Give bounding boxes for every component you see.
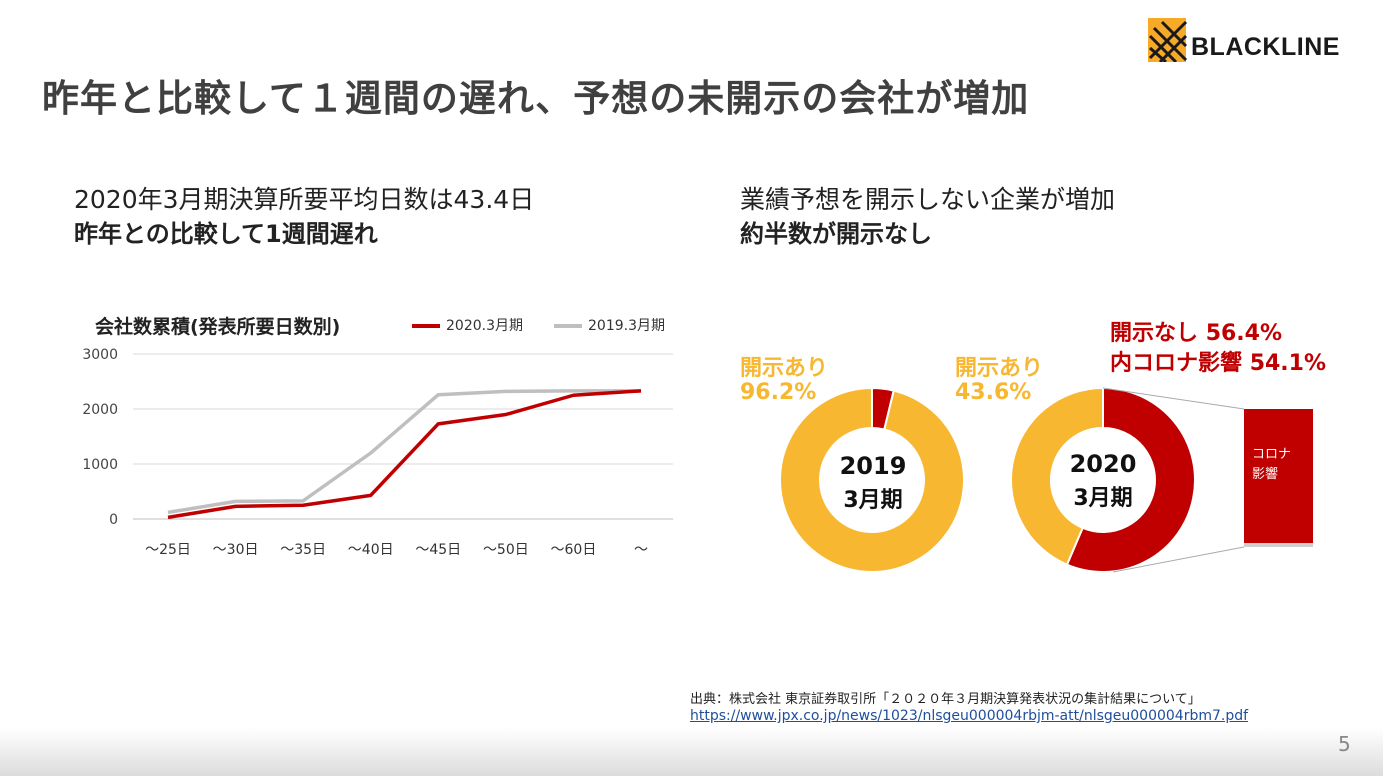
breakout-connector-top [1102, 387, 1245, 410]
y-tick-label: 0 [109, 512, 118, 528]
undisclosed-label-text: 開示なし [1110, 321, 1199, 346]
corona-breakout-bar [1244, 409, 1313, 543]
donut-2019-label: 開示あり [740, 356, 829, 381]
corona-breakout-label: コロナ 影響 [1252, 445, 1291, 485]
donut-2020-center-year: 2020 [1069, 450, 1137, 478]
logo-text: BLACKLINE [1191, 33, 1340, 61]
chart-title: 会社数累積(発表所要日数別) [95, 316, 341, 338]
x-tick-label: ～50日 [483, 542, 529, 558]
donut-2019-center-period: 3月期 [843, 488, 903, 513]
donut-2020-label: 開示あり [955, 356, 1044, 381]
corona-impact-text: 内コロナ影響 [1110, 351, 1243, 376]
right-subtitle-1: 業績予想を開示しない企業が増加 [740, 185, 1116, 214]
undisclosed-label: 開示なし 56.4% [1110, 315, 1282, 347]
donut-2020-value: 43.6% [955, 380, 1032, 405]
undisclosed-value: 56.4% [1205, 321, 1283, 346]
legend-label-2020: 2020.3月期 [446, 318, 523, 334]
page-number: 5 [1338, 732, 1351, 756]
donut-2019-value: 96.2% [740, 380, 817, 405]
x-tick-label: ～30日 [213, 542, 259, 558]
x-tick-label: ～45日 [415, 542, 461, 558]
legend-swatch-2020 [412, 324, 440, 328]
series-line-2019.3月期 [167, 389, 641, 515]
donut-2019-center-year: 2019 [839, 452, 907, 480]
x-tick-label: ～60日 [551, 542, 597, 558]
source-link[interactable]: https://www.jpx.co.jp/news/1023/nlsgeu00… [690, 708, 1249, 724]
left-subtitle-2: 昨年との比較して1週間遅れ [74, 220, 378, 248]
corona-impact-label: 内コロナ影響 54.1% [1110, 345, 1326, 377]
right-subtitle-2: 約半数が開示なし [740, 220, 932, 248]
legend-label-2019: 2019.3月期 [588, 318, 665, 334]
x-tick-label: ～40日 [348, 542, 394, 558]
source-citation: 出典：株式会社 東京証券取引所「２０２０年３月期決算発表状況の集計結果について」 [690, 692, 1201, 707]
legend-swatch-2019 [554, 324, 582, 328]
x-tick-label: ～25日 [145, 542, 191, 558]
donut-2020-center-period: 3月期 [1073, 486, 1133, 511]
x-tick-label: ～35日 [280, 542, 326, 558]
y-tick-label: 2000 [82, 402, 118, 418]
donut-slice-開示あり [779, 386, 965, 573]
slide-title: 昨年と比較して１週間の遅れ、予想の未開示の会社が増加 [42, 77, 1030, 120]
corona-breakout-line1: コロナ [1252, 447, 1292, 462]
corona-breakout-remainder [1244, 543, 1313, 547]
x-tick-label: ～ [634, 542, 648, 558]
breakout-connector-bottom [1112, 546, 1245, 573]
footer-gradient [0, 728, 1383, 776]
series-line-2020.3月期 [167, 389, 642, 520]
corona-impact-value: 54.1% [1249, 351, 1327, 376]
donut-slice-開示なし [871, 386, 895, 431]
y-tick-label: 1000 [82, 457, 118, 473]
blackline-logo-icon [1148, 18, 1188, 62]
left-subtitle-1: 2020年3月期決算所要平均日数は43.4日 [74, 185, 535, 214]
corona-breakout-line2: 影響 [1252, 467, 1279, 482]
y-tick-label: 3000 [82, 347, 118, 363]
